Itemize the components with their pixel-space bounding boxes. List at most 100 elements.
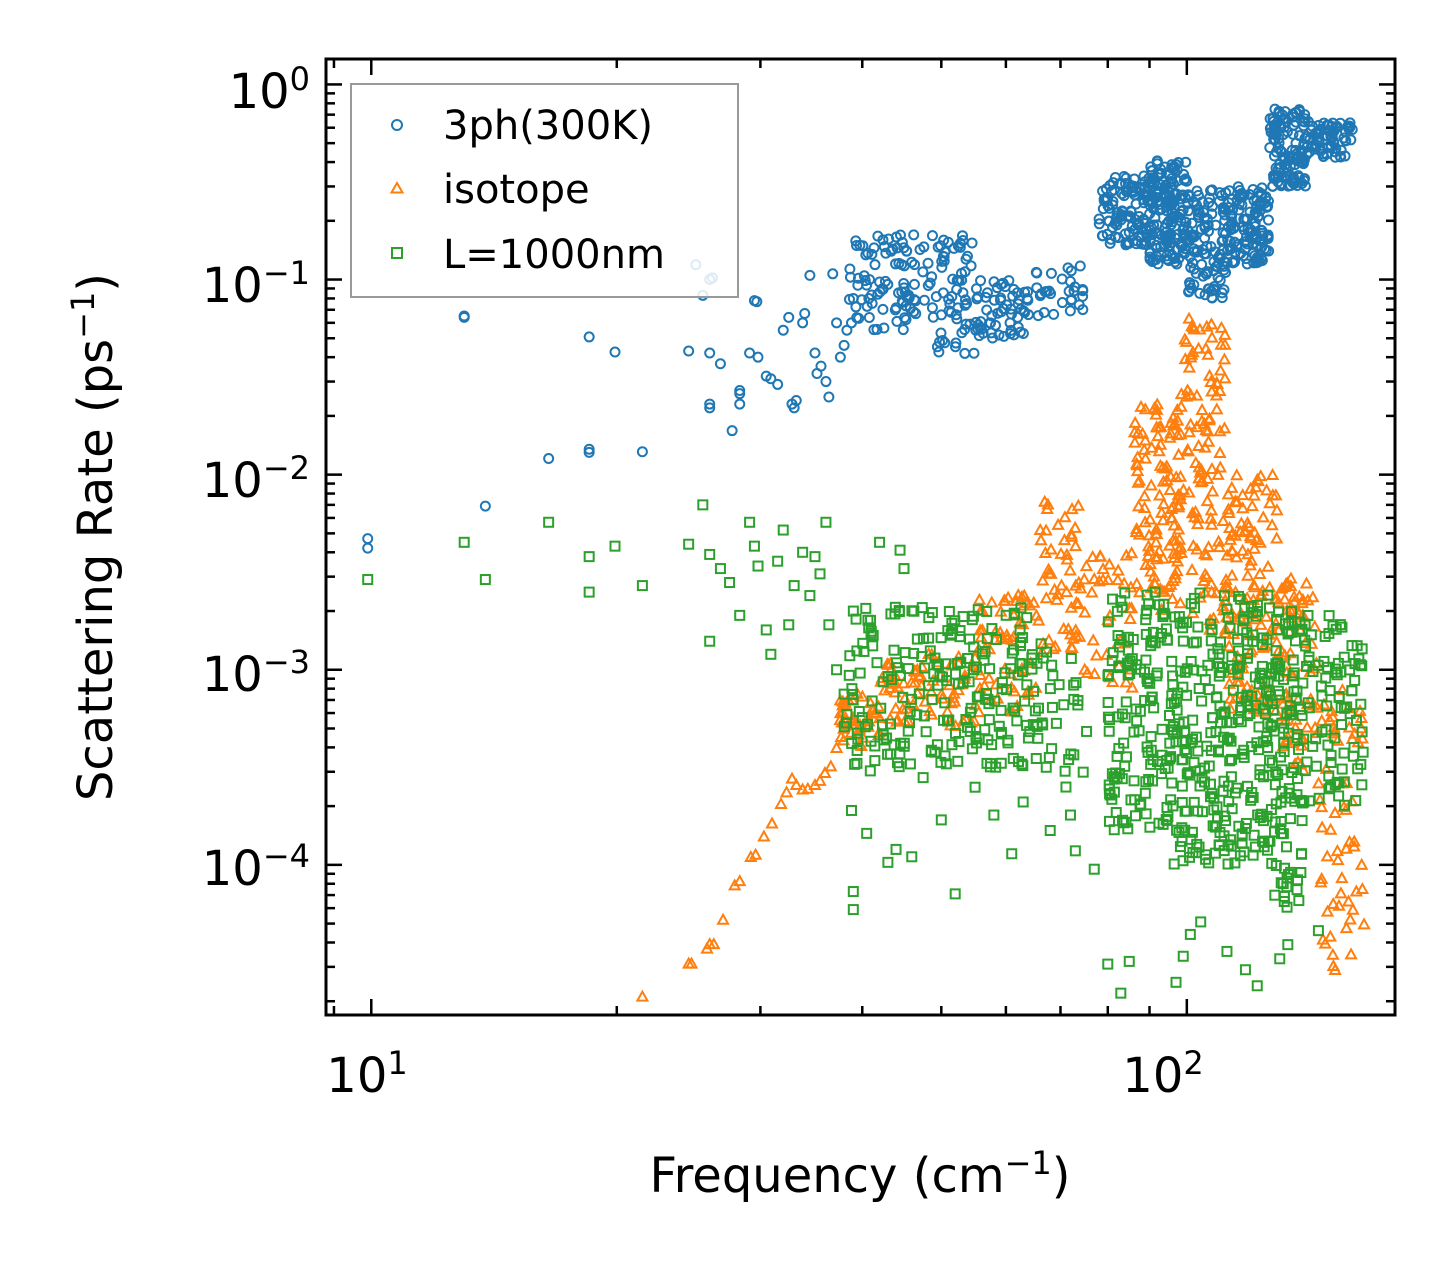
data-point-circle bbox=[951, 283, 963, 295]
data-point-square bbox=[714, 563, 726, 575]
data-point-square bbox=[1291, 884, 1303, 896]
data-point-square bbox=[1238, 613, 1250, 625]
data-point-square bbox=[1043, 752, 1055, 764]
data-point-circle bbox=[1339, 134, 1351, 146]
data-point-square bbox=[1143, 773, 1155, 785]
data-point-square bbox=[783, 619, 795, 631]
data-point-triangle bbox=[1163, 426, 1178, 439]
data-point-triangle bbox=[1185, 319, 1199, 332]
data-point-circle bbox=[1120, 178, 1132, 190]
data-point-circle bbox=[998, 330, 1010, 342]
data-point-square bbox=[1050, 717, 1062, 729]
data-point-square bbox=[1355, 758, 1367, 770]
data-point-square bbox=[1222, 611, 1234, 623]
data-point-square bbox=[1112, 630, 1124, 642]
data-point-circle bbox=[959, 266, 971, 278]
data-point-circle bbox=[820, 376, 832, 388]
data-point-circle bbox=[960, 318, 972, 330]
data-point-square bbox=[543, 516, 555, 528]
data-point-circle bbox=[704, 347, 716, 359]
data-point-triangle bbox=[1072, 629, 1087, 642]
data-point-square bbox=[1302, 697, 1314, 709]
data-point-square bbox=[983, 714, 995, 726]
data-point-triangle bbox=[1036, 573, 1050, 586]
data-point-circle bbox=[1180, 156, 1192, 168]
data-point-square bbox=[1211, 691, 1223, 703]
data-point-circle bbox=[1178, 168, 1190, 180]
data-point-square bbox=[846, 683, 858, 695]
data-point-square bbox=[1323, 783, 1335, 795]
data-point-square bbox=[1115, 595, 1127, 607]
data-point-triangle bbox=[818, 765, 832, 778]
data-point-circle bbox=[1217, 234, 1229, 246]
data-point-circle bbox=[752, 351, 764, 363]
legend-marker-L1000nm bbox=[391, 247, 403, 259]
data-point-square bbox=[1281, 707, 1293, 719]
data-point-square bbox=[1192, 745, 1204, 757]
data-point-triangle bbox=[1200, 494, 1215, 507]
data-point-triangle bbox=[1165, 511, 1179, 524]
data-point-triangle bbox=[1060, 552, 1074, 565]
data-point-triangle bbox=[1287, 594, 1302, 607]
data-point-circle bbox=[751, 296, 763, 308]
data-point-circle bbox=[871, 323, 883, 335]
data-point-circle bbox=[872, 288, 884, 300]
data-point-triangle bbox=[1051, 517, 1065, 530]
data-point-circle bbox=[968, 347, 980, 359]
data-point-square bbox=[1221, 734, 1233, 746]
y-tick-label-1e0: 100 bbox=[229, 60, 310, 120]
data-point-square bbox=[1293, 895, 1305, 907]
data-point-square bbox=[1168, 858, 1180, 870]
data-point-square bbox=[1032, 732, 1044, 744]
data-point-circle bbox=[1199, 289, 1211, 301]
data-point-triangle bbox=[1170, 402, 1185, 415]
data-point-square bbox=[1195, 916, 1207, 928]
data-point-circle bbox=[1111, 210, 1123, 222]
data-point-square bbox=[1177, 950, 1189, 962]
data-point-square bbox=[1261, 810, 1273, 822]
data-point-square bbox=[1044, 824, 1056, 836]
data-point-square bbox=[1122, 669, 1134, 681]
data-point-square bbox=[1336, 719, 1348, 731]
data-point-triangle bbox=[1217, 421, 1232, 434]
data-point-square bbox=[1192, 621, 1204, 633]
data-point-circle bbox=[972, 319, 984, 331]
data-point-circle bbox=[790, 394, 802, 406]
data-point-square bbox=[952, 755, 964, 767]
data-point-triangle bbox=[774, 796, 788, 809]
data-point-square bbox=[1303, 651, 1315, 663]
data-point-square bbox=[995, 728, 1007, 740]
data-point-square bbox=[1291, 789, 1303, 801]
data-point-triangle bbox=[1314, 875, 1328, 888]
data-point-square bbox=[1014, 624, 1026, 636]
data-point-circle bbox=[995, 306, 1007, 318]
data-point-square bbox=[1059, 765, 1071, 777]
data-point-circle bbox=[1144, 199, 1156, 211]
data-point-square bbox=[1072, 699, 1084, 711]
data-point-square bbox=[1021, 612, 1033, 624]
data-point-square bbox=[1238, 751, 1250, 763]
data-point-triangle bbox=[1232, 674, 1247, 687]
data-point-triangle bbox=[1040, 501, 1054, 515]
data-point-circle bbox=[838, 339, 850, 351]
data-point-circle bbox=[1011, 287, 1023, 299]
data-point-square bbox=[902, 663, 914, 675]
data-point-circle bbox=[994, 294, 1006, 306]
data-point-circle bbox=[1273, 171, 1285, 183]
data-point-triangle bbox=[1165, 591, 1180, 604]
data-point-square bbox=[1270, 645, 1282, 657]
data-point-triangle bbox=[1222, 520, 1237, 534]
data-point-square bbox=[1288, 667, 1300, 679]
data-point-square bbox=[1251, 599, 1263, 611]
data-point-triangle bbox=[1247, 541, 1262, 554]
data-point-circle bbox=[1182, 189, 1194, 201]
data-point-square bbox=[760, 624, 772, 636]
data-point-circle bbox=[854, 239, 866, 251]
data-point-triangle bbox=[1214, 337, 1228, 350]
data-point-circle bbox=[1056, 297, 1068, 309]
data-point-circle bbox=[1264, 113, 1276, 125]
data-point-circle bbox=[543, 452, 555, 464]
data-point-square bbox=[1273, 670, 1285, 682]
data-point-triangle bbox=[1044, 566, 1058, 579]
data-point-triangle bbox=[873, 711, 887, 724]
